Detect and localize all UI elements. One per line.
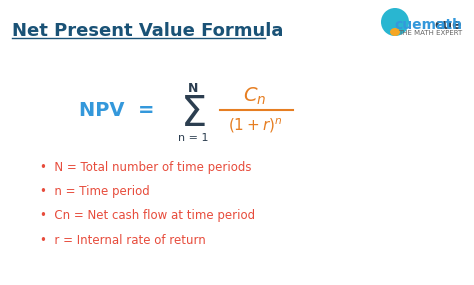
Text: n = 1: n = 1: [178, 133, 208, 143]
Text: N: N: [188, 82, 198, 95]
Text: $\Sigma$: $\Sigma$: [180, 93, 206, 135]
Text: •  r = Internal rate of return: • r = Internal rate of return: [40, 233, 206, 247]
Text: NPV  =: NPV =: [80, 101, 155, 119]
Text: •  n = Time period: • n = Time period: [40, 186, 150, 198]
Text: cuemath: cuemath: [394, 18, 462, 32]
Text: THE MATH EXPERT: THE MATH EXPERT: [398, 30, 462, 36]
Text: $C_n$: $C_n$: [243, 85, 267, 107]
Text: Net Present Value Formula: Net Present Value Formula: [12, 22, 283, 40]
Text: •  Cn = Net cash flow at time period: • Cn = Net cash flow at time period: [40, 209, 255, 223]
Text: cue: cue: [434, 18, 462, 32]
Text: •  N = Total number of time periods: • N = Total number of time periods: [40, 162, 252, 174]
Text: $(1 + r)^n$: $(1 + r)^n$: [228, 117, 283, 135]
Ellipse shape: [390, 28, 400, 36]
Ellipse shape: [381, 8, 409, 36]
